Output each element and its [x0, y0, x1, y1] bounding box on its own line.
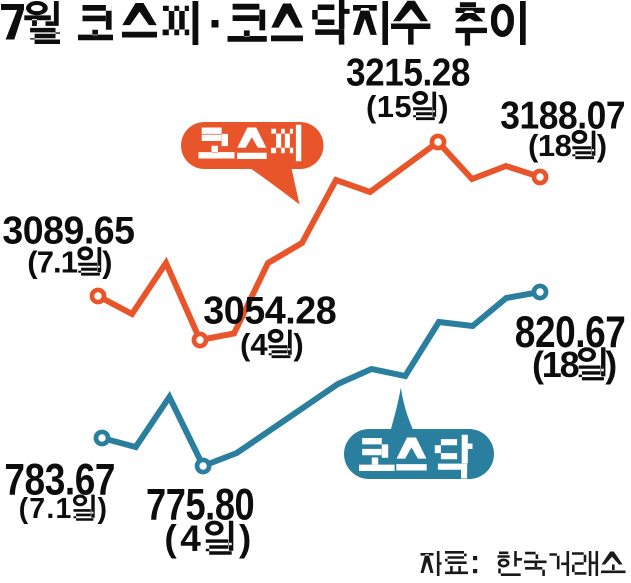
svg-text:): ) — [102, 245, 112, 280]
svg-text:(15: (15 — [366, 89, 412, 124]
svg-text:3054.28: 3054.28 — [203, 290, 336, 332]
svg-text:775.80: 775.80 — [146, 479, 254, 530]
svg-text:(4: (4 — [240, 327, 268, 362]
svg-text:3215.28: 3215.28 — [346, 51, 470, 94]
svg-text:): ) — [605, 344, 617, 385]
svg-text:(18: (18 — [532, 344, 579, 385]
svg-text:(18: (18 — [528, 128, 572, 163]
svg-text:(4: (4 — [164, 518, 204, 559]
svg-text:): ) — [293, 327, 303, 362]
svg-text:783.67: 783.67 — [4, 454, 115, 504]
svg-text:): ) — [239, 518, 251, 559]
svg-text:(7.1: (7.1 — [19, 493, 73, 525]
svg-text:): ) — [438, 89, 448, 124]
svg-text:): ) — [597, 128, 607, 163]
svg-text:): ) — [98, 493, 108, 525]
svg-text:3089.65: 3089.65 — [2, 210, 134, 253]
svg-text:(7.1: (7.1 — [27, 245, 77, 280]
svg-text:3188.07: 3188.07 — [500, 94, 625, 137]
svg-text:820.67: 820.67 — [515, 307, 626, 357]
